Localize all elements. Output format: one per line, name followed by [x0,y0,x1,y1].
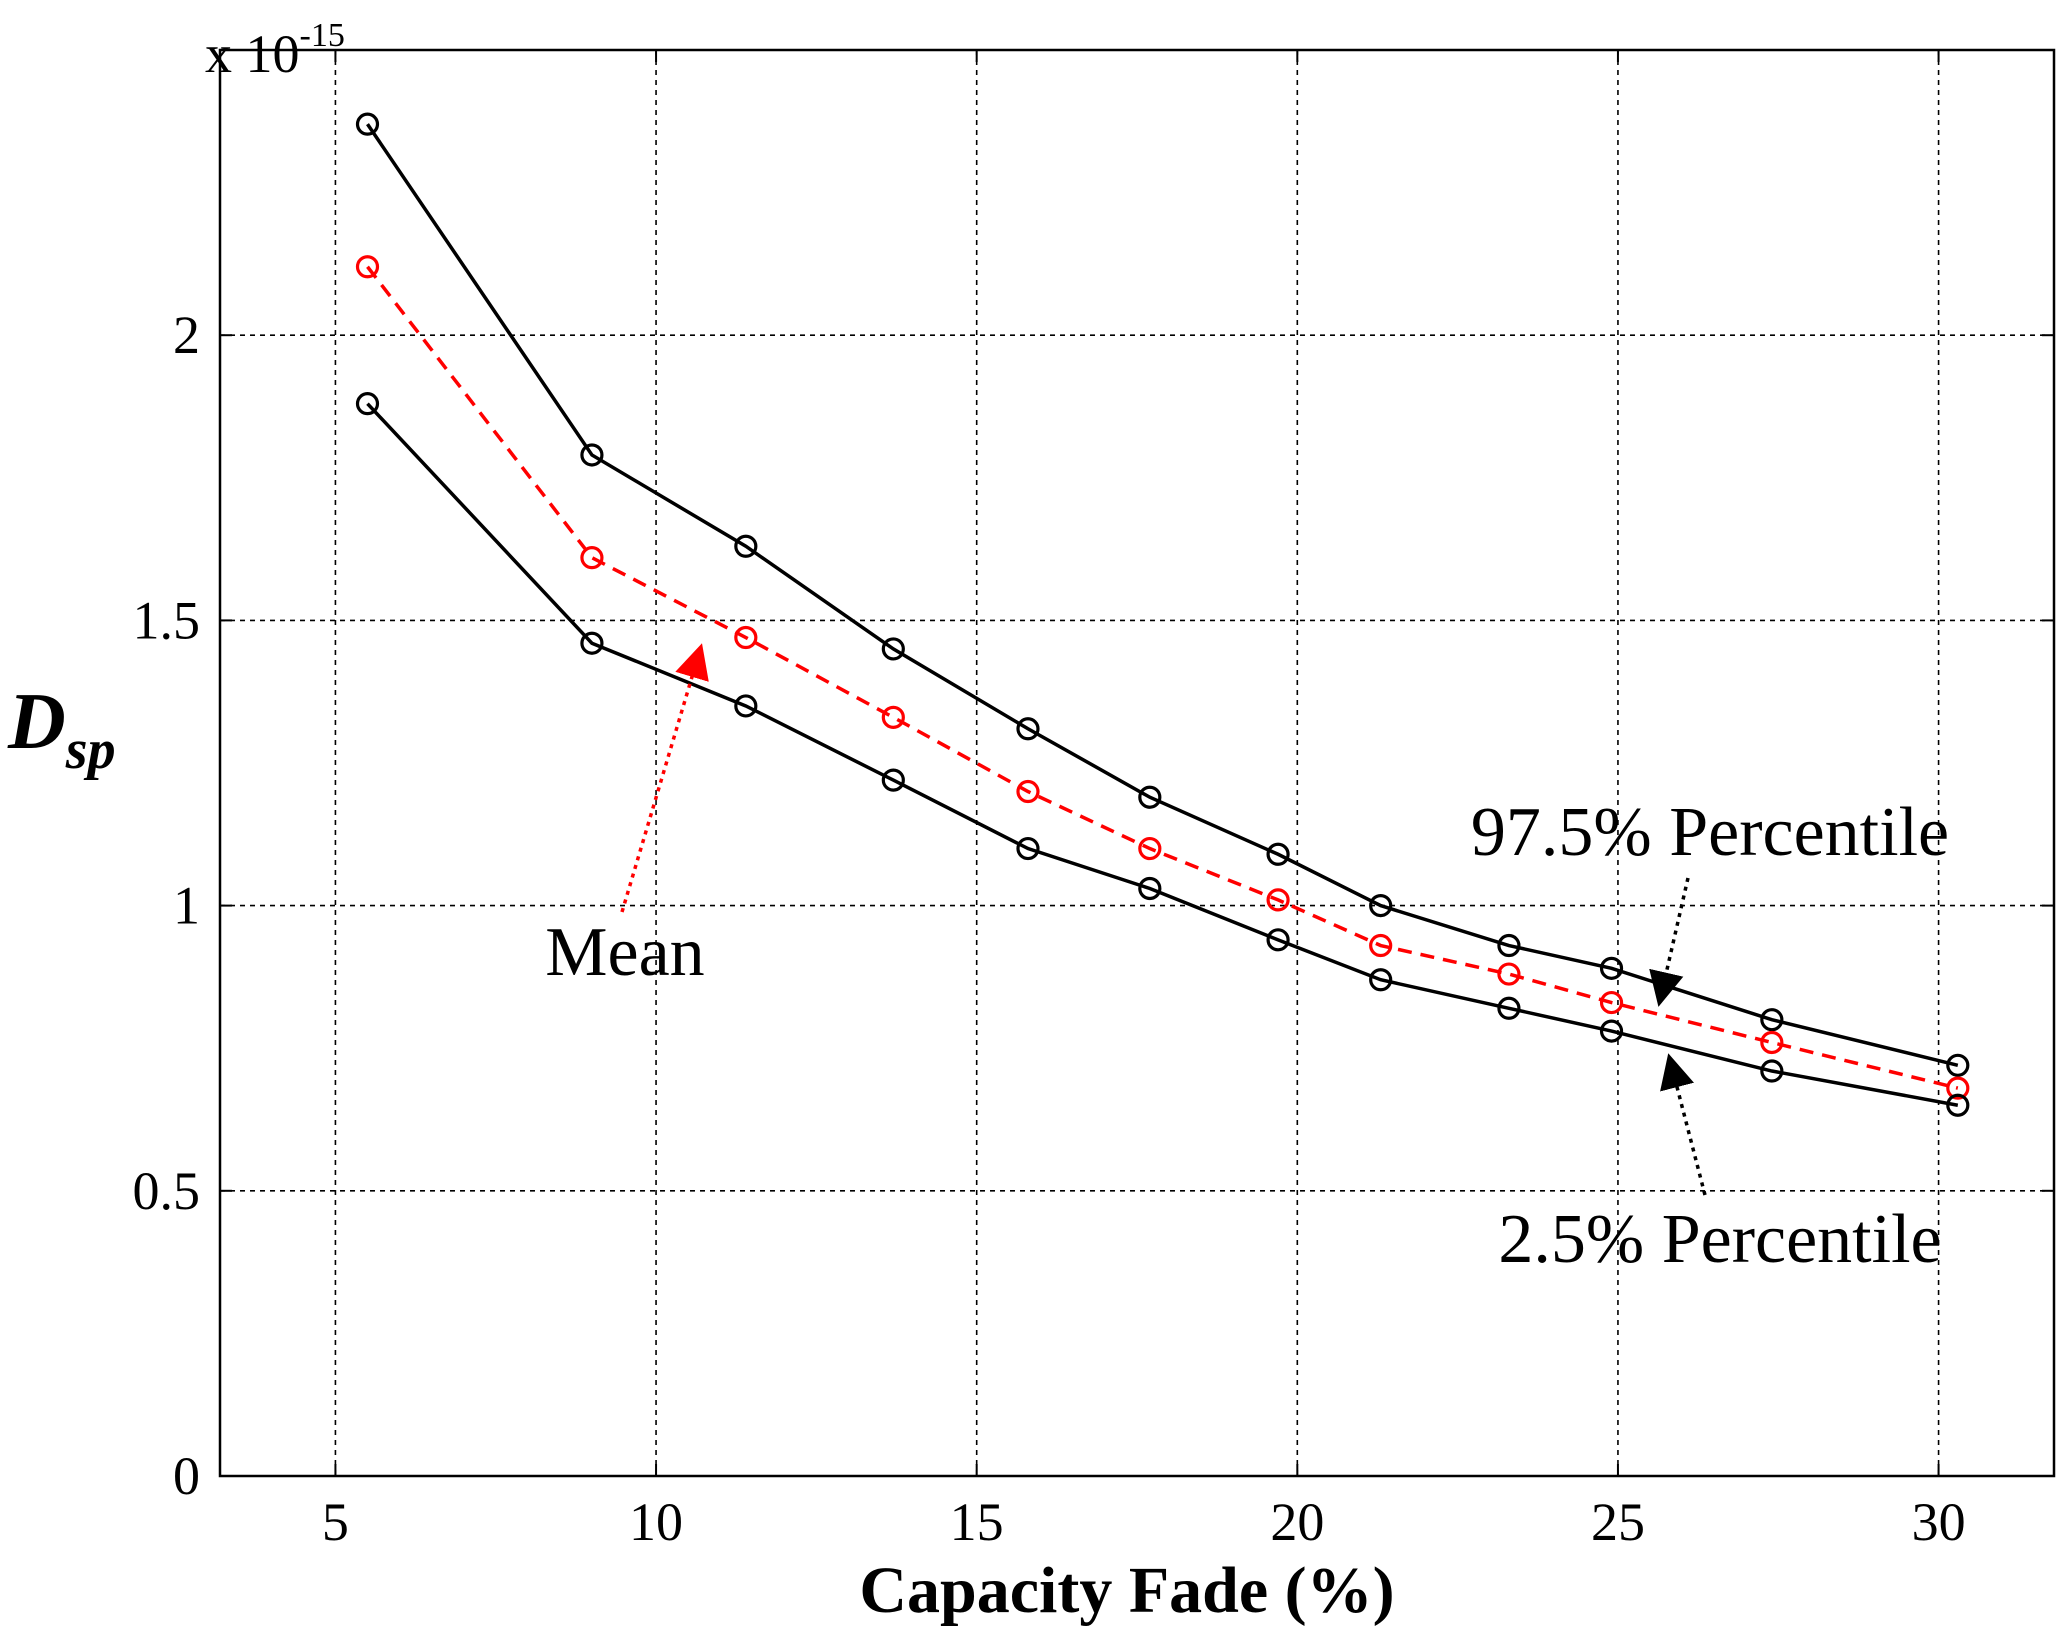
data-point [580,631,604,655]
y-tick-label: 1.5 [133,590,201,650]
data-point [734,694,758,718]
data-point [1138,785,1162,809]
data-point [734,534,758,558]
upper-percentile-arrow [1649,877,1690,1007]
y-axis-label-main: D [7,678,66,766]
y-axis-label-sub: sp [65,719,116,781]
x-tick-label: 20 [1270,1492,1324,1552]
grid-lines [220,50,2054,1476]
data-point [1266,842,1290,866]
x-tick-label: 15 [950,1492,1004,1552]
data-point [1760,1030,1784,1055]
data-point [881,637,905,661]
data-point [1497,996,1521,1020]
annotation-mean: Mean [545,914,704,991]
data-point [1760,1008,1784,1032]
plot-frame [218,48,2056,1478]
data-point [1266,888,1290,912]
y-tick-label: 0.5 [133,1161,201,1221]
y-axis-label: Dsp [7,678,116,781]
x-tick-label: 5 [322,1492,349,1552]
x-tick-label: 30 [1912,1492,1966,1552]
data-point [355,112,380,136]
data-point [1946,1093,1970,1117]
data-point [734,625,758,650]
data-point [1760,1059,1784,1083]
y-multiplier-prefix: x 10 [205,24,300,84]
series-line [366,123,1959,1068]
data-point [1599,1019,1624,1043]
data-point [1138,836,1162,861]
mean-arrow [620,643,709,913]
data-point [1369,933,1393,958]
series-line [366,265,1959,1090]
data-point [580,443,604,467]
data-point [881,705,905,729]
data-point [1369,968,1393,992]
data-point [1016,836,1040,861]
data-point [355,255,380,279]
y-multiplier-exponent: -15 [300,17,345,54]
data-point [1369,893,1393,918]
annotation-upper-percentile: 97.5% Percentile [1471,794,1949,871]
data-point [580,546,604,570]
y-tick-label: 2 [173,305,200,365]
axis-ticks [220,50,2054,1477]
data-point [1266,928,1290,952]
x-axis-label: Capacity Fade (%) [859,1554,1394,1627]
data-point [1946,1053,1970,1077]
data-point [1497,962,1521,986]
data-point [1599,956,1624,980]
data-point [1016,717,1040,741]
tick-labels: 5 10 15 20 25 30 0 0.5 1 1.5 2 [133,305,1966,1552]
series-97-5-percentile [355,112,1970,1077]
data-point [881,768,905,792]
data-point [355,392,380,416]
annotation-lower-percentile: 2.5% Percentile [1498,1201,1941,1278]
x-tick-label: 10 [629,1492,683,1552]
series-line [366,402,1959,1107]
data-point [1946,1076,1970,1100]
series-layer [355,112,1970,1117]
y-tick-label: 1 [173,876,200,936]
data-point [1138,876,1162,901]
y-tick-label: 0 [173,1446,200,1506]
series-2-5-percentile [355,392,1970,1117]
series-mean [355,255,1970,1100]
data-point [1016,779,1040,804]
data-point [1497,933,1521,958]
y-axis-multiplier: x 10-15 [205,17,345,84]
data-point [1599,990,1624,1015]
x-tick-label: 25 [1591,1492,1645,1552]
